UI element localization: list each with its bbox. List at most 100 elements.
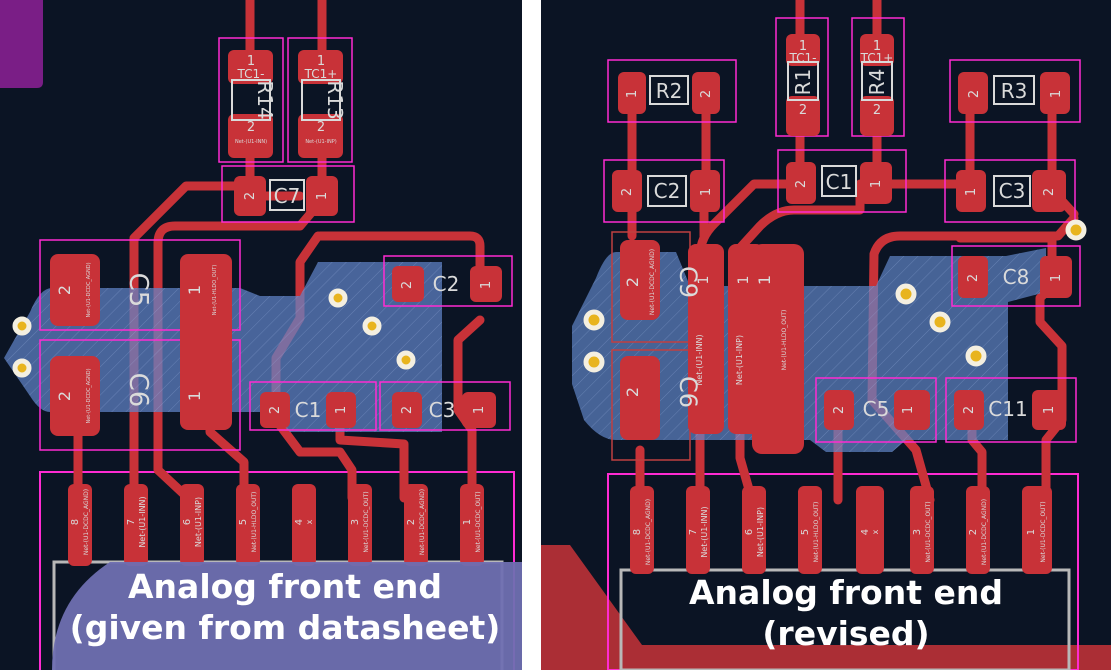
right-ic-pins: [630, 486, 1052, 574]
right-caption: Analog front end (revised): [641, 572, 1051, 654]
right-c2-pad2: 1: [699, 188, 714, 196]
right-labels: 1 R2 2 1 TC1- R1 2 1 TC1+ R4 2 2 R3 1 2 …: [620, 39, 1064, 565]
right-r4-pad2: 2: [873, 103, 881, 118]
right-r1-pad2: 2: [799, 103, 807, 118]
left-r13-pad2-net: Net-(U1-INP): [305, 139, 336, 145]
right-pin3-num: 3: [912, 529, 923, 535]
left-pin4-net: x: [305, 519, 314, 524]
left-c5-pad1: 2: [55, 285, 74, 295]
left-r13-net: TC1+: [304, 67, 338, 81]
right-c1-ref: C1: [826, 170, 853, 194]
right-pin7-num: 7: [688, 529, 699, 535]
right-r1-pad1: 1: [799, 39, 807, 54]
left-c1-pad1: 2: [268, 406, 283, 414]
right-r3-ref: R3: [1001, 79, 1028, 103]
left-caption-background: [52, 562, 522, 670]
right-long-pad-hldo-net: Net-(U1-HLDO_OUT): [781, 310, 788, 371]
right-vias: [583, 219, 1087, 373]
left-pin2-num: 2: [406, 519, 417, 525]
right-footprints: [612, 34, 1072, 454]
left-pin3-net: Net-(U1-DCDC_OUT): [363, 491, 370, 552]
right-pin5-num: 5: [800, 529, 811, 535]
left-r14-pad1: 1: [247, 54, 255, 69]
left-pin8-num: 8: [70, 519, 81, 525]
right-c2-ref: C2: [654, 179, 681, 203]
left-pin5-net: Net-(U1-HLDO_OUT): [251, 492, 258, 553]
left-c7-ref: C7: [274, 184, 301, 208]
left-r14-pad2: 2: [247, 120, 255, 135]
right-c11-pad1: 2: [962, 406, 977, 414]
left-c6-pad1-net: Net-(U1-DCDC_AGND): [86, 368, 92, 423]
right-c1-pad1: 2: [794, 180, 809, 188]
right-pin8-net: Net-(U1-DCDC_AGND): [645, 499, 652, 565]
right-long-pad-hldo-num: 1: [755, 275, 774, 285]
left-c3-pad2: 1: [472, 406, 487, 414]
left-c5-pad2-net: Net-(U1-HLDO_OUT): [212, 265, 218, 316]
left-pin7-num: 7: [126, 519, 137, 525]
left-vias: [12, 288, 416, 378]
right-panel: 1 R2 2 1 TC1- R1 2 1 TC1+ R4 2 2 R3 1 2 …: [541, 0, 1111, 670]
right-c3-ref: C3: [999, 179, 1026, 203]
via: [965, 345, 987, 367]
left-courtyards: [39, 37, 513, 451]
left-c5-ref: C5: [123, 273, 153, 308]
left-c6-ref: C6: [123, 373, 153, 408]
left-pin1-num: 1: [462, 519, 473, 525]
right-caption-line1: Analog front end: [689, 573, 1003, 612]
left-pin5-num: 5: [238, 519, 249, 525]
right-long-pad-inp-net: Net-(U1-INP): [735, 335, 744, 385]
right-c5-pad2: 1: [901, 406, 916, 414]
left-caption-line2: (given from datasheet): [69, 608, 501, 647]
right-c1-pad2: 1: [869, 180, 884, 188]
right-r2-ref: R2: [656, 79, 683, 103]
right-r2-pad2: 2: [699, 90, 714, 98]
via: [12, 358, 32, 378]
left-pin6-net: Net-(U1-INP): [194, 497, 203, 547]
right-pin6-net: Net-(U1-INP): [756, 507, 765, 557]
via: [12, 316, 32, 336]
right-pin6-num: 6: [744, 529, 755, 535]
left-labels: 1 TC1- R14 2 Net-(U1-INN) 1 TC1+ R13 2 N…: [55, 54, 494, 555]
right-r4-pad1: 1: [873, 39, 881, 54]
right-c6-pad1: 2: [623, 387, 642, 397]
left-c2-pad1: 2: [400, 281, 415, 289]
right-pin2-num: 2: [968, 529, 979, 535]
left-pin2-net: Net-(U1-DCDC_AGND): [419, 489, 426, 555]
right-c11-ref: C11: [988, 397, 1027, 421]
left-c1-ref: C1: [295, 398, 322, 422]
via: [396, 350, 416, 370]
right-pin4-num: 4: [860, 529, 871, 535]
left-corner-region: [0, 0, 43, 88]
right-red-region: [541, 545, 1111, 670]
right-c5-pad1: 2: [832, 406, 847, 414]
panel-divider: [522, 0, 541, 670]
right-c5-ref: C5: [863, 397, 890, 421]
right-c9-pad1-net: Net-(U1-DCDC_AGND): [649, 249, 656, 315]
left-r13-pad1: 1: [317, 54, 325, 69]
right-c8-ref: C8: [1003, 265, 1030, 289]
right-pin3-net: Net-(U1-DCDC_OUT): [925, 501, 932, 562]
right-r1-net: TC1-: [789, 51, 817, 65]
right-c11-pad2: 1: [1042, 406, 1057, 414]
right-long-pad-inn-num: 1: [696, 276, 712, 285]
left-c3-ref: C3: [429, 398, 456, 422]
right-long-pad-inn-net: Net-(U1-INN): [695, 334, 704, 385]
via: [583, 351, 605, 373]
right-long-pad-inp-num: 1: [736, 276, 752, 285]
left-r13-ref: R13: [323, 80, 347, 119]
right-ic-outline: [607, 473, 1079, 670]
via: [895, 283, 917, 305]
right-c3-pad2: 2: [1042, 188, 1057, 196]
right-r4-net: TC1+: [860, 51, 894, 65]
left-c3-pad1: 2: [400, 406, 415, 414]
left-c2-pad2: 1: [479, 281, 494, 289]
right-c9-pad1: 2: [623, 277, 642, 287]
right-r2-pad1: 1: [625, 90, 640, 98]
right-r3-pad2: 1: [1049, 90, 1064, 98]
right-c2-pad1: 2: [620, 188, 635, 196]
left-c7-pad2: 1: [315, 192, 330, 200]
right-c3-pad1: 1: [964, 188, 979, 196]
left-footprints: [50, 50, 502, 436]
